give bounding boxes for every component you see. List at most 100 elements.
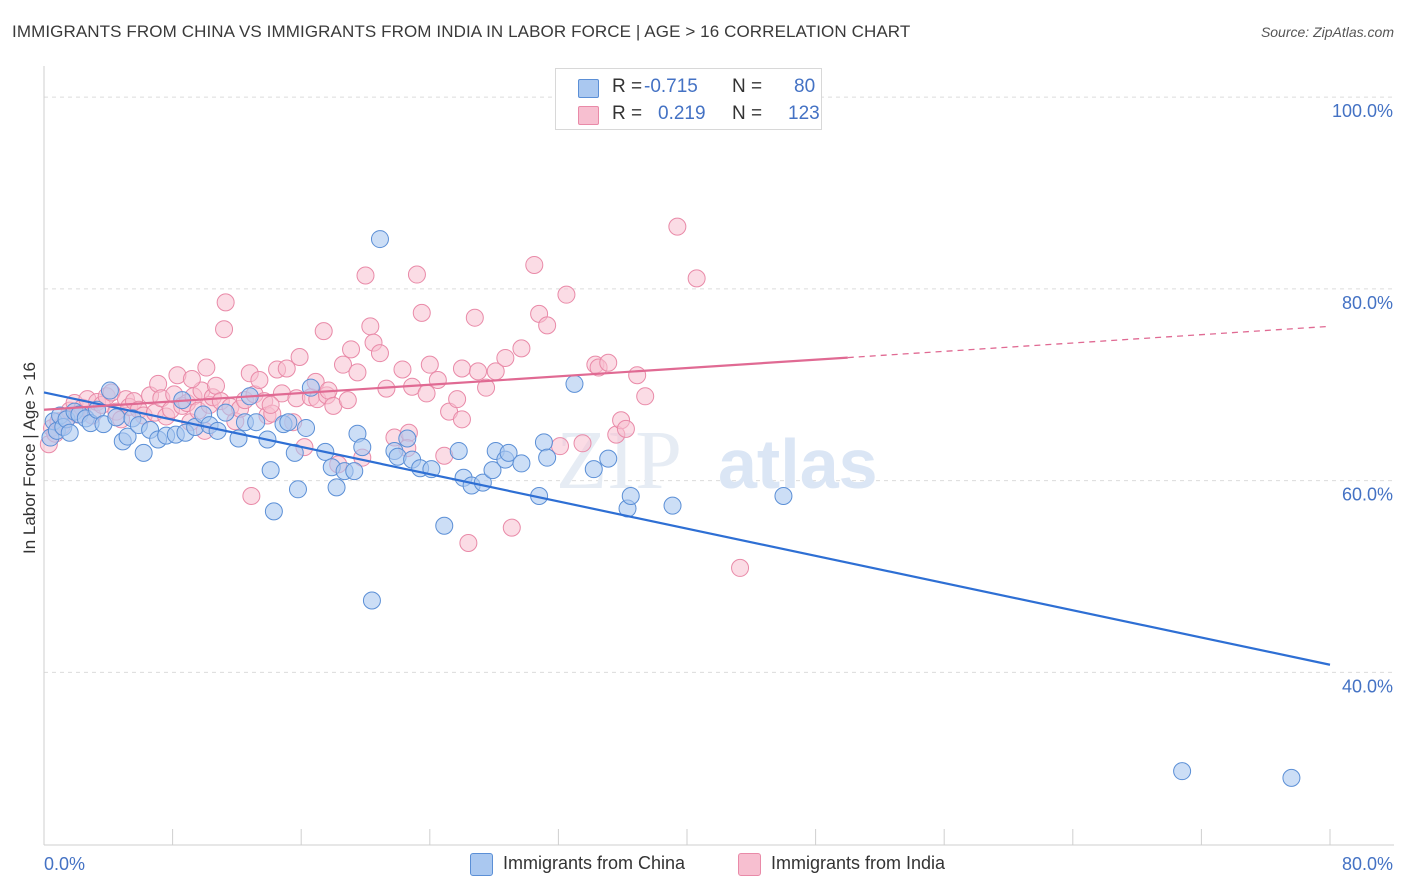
india-point — [182, 370, 201, 389]
y-tick-label: 80.0% — [1342, 293, 1393, 313]
india-point — [261, 395, 280, 414]
india-n-value: 123 — [788, 103, 820, 124]
india-point — [216, 293, 235, 312]
india-point — [573, 434, 592, 453]
china-point — [512, 454, 531, 473]
india-point — [314, 322, 333, 341]
india-legend-label: Immigrants from India — [771, 853, 946, 873]
india-point — [370, 344, 389, 363]
trend-lines — [43, 325, 1331, 666]
china-r-label: R = — [612, 76, 643, 97]
china-point — [118, 427, 137, 446]
chart-title: IMMIGRANTS FROM CHINA VS IMMIGRANTS FROM… — [12, 22, 911, 41]
axes-layer — [43, 66, 1394, 846]
china-point — [297, 418, 316, 437]
x-tick-label-min: 0.0% — [44, 854, 85, 874]
china-point — [288, 480, 307, 499]
china-point — [370, 230, 389, 249]
china-legend-label: Immigrants from China — [503, 853, 686, 873]
china-point — [565, 374, 584, 393]
india-trend-line-extrapolated — [847, 325, 1331, 359]
china-point — [60, 423, 79, 442]
india-point — [452, 359, 471, 378]
india-point — [250, 371, 269, 390]
china-point — [398, 429, 417, 448]
india-point — [356, 266, 375, 285]
india-point — [538, 316, 557, 335]
china-point — [107, 408, 126, 427]
india-point — [417, 384, 436, 403]
source-credit: Source: ZipAtlas.com — [1260, 24, 1394, 40]
china-point — [285, 443, 304, 462]
india-point — [333, 355, 352, 374]
watermark: ZIP atlas — [556, 414, 878, 507]
india-point — [459, 533, 478, 552]
china-point — [449, 441, 468, 460]
china-point — [534, 433, 553, 452]
y-axis-label: In Labor Force | Age > 16 — [20, 361, 39, 555]
india-point — [277, 359, 296, 378]
china-r-value: -0.715 — [644, 76, 698, 97]
y-tick-label: 100.0% — [1332, 101, 1393, 121]
china-point — [599, 449, 618, 468]
india-point — [215, 320, 234, 339]
india-point — [668, 217, 687, 236]
china-point — [362, 591, 381, 610]
watermark-atlas: atlas — [718, 425, 878, 503]
china-point — [1282, 768, 1301, 787]
india-point — [197, 358, 216, 377]
china-point — [264, 502, 283, 521]
india-point — [512, 339, 531, 358]
china-point — [621, 487, 640, 506]
india-trend-line — [43, 356, 848, 411]
correlation-legend: R = -0.715 N = 80 R = 0.219 N = 123 — [555, 68, 822, 130]
india-point — [412, 303, 431, 322]
china-point — [499, 443, 518, 462]
india-point — [420, 355, 439, 374]
tick-labels: 40.0% 60.0% 80.0% 100.0% 0.0% 80.0% — [44, 101, 1393, 874]
india-swatch — [578, 106, 599, 125]
india-point — [207, 376, 226, 395]
grid-layer — [44, 96, 1394, 673]
china-point — [327, 478, 346, 497]
x-tick-label-max: 80.0% — [1342, 854, 1393, 874]
india-point — [525, 255, 544, 274]
china-point — [247, 413, 266, 432]
india-point — [469, 362, 488, 381]
china-point — [774, 487, 793, 506]
india-point — [687, 269, 706, 288]
china-point — [216, 403, 235, 422]
y-tick-label: 40.0% — [1342, 676, 1393, 696]
china-point — [261, 461, 280, 480]
india-point — [452, 410, 471, 429]
china-point — [100, 381, 119, 400]
china-point — [663, 496, 682, 515]
india-point — [338, 391, 357, 410]
india-point — [348, 363, 367, 382]
china-point — [1173, 762, 1192, 781]
india-point — [428, 371, 447, 390]
india-series-points — [39, 217, 750, 577]
india-point — [616, 419, 635, 438]
china-n-label: N = — [732, 76, 763, 97]
india-point — [361, 317, 380, 336]
india-point — [477, 378, 496, 397]
india-point — [502, 518, 521, 537]
india-point — [448, 390, 467, 409]
india-point — [393, 360, 412, 379]
india-point — [290, 347, 309, 366]
y-tick-label: 60.0% — [1342, 485, 1393, 505]
china-swatch — [578, 79, 599, 98]
china-legend-swatch — [470, 853, 493, 876]
india-point — [342, 340, 361, 359]
india-point — [242, 487, 261, 506]
china-point — [435, 516, 454, 535]
india-legend-swatch — [738, 853, 761, 876]
china-trend-line — [43, 391, 1331, 666]
china-point — [279, 413, 298, 432]
china-series-points — [41, 230, 1301, 787]
china-point — [584, 460, 603, 479]
india-r-label: R = — [612, 103, 643, 124]
china-point — [353, 438, 372, 457]
